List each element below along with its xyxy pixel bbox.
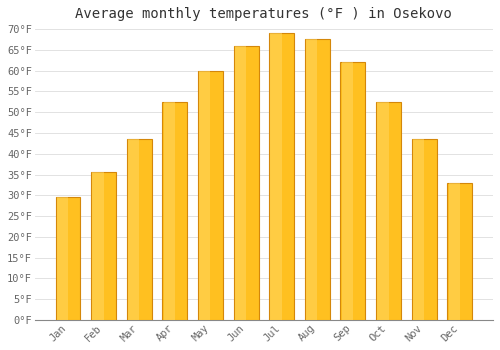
Bar (164, 102, 175, 320)
Bar (342, 62, 353, 320)
Bar (56, 197, 80, 320)
Bar (305, 40, 330, 320)
Bar (127, 139, 152, 320)
Bar (91, 173, 116, 320)
Bar (306, 40, 318, 320)
Bar (412, 139, 436, 320)
Bar (448, 183, 472, 320)
Bar (200, 71, 210, 320)
Bar (340, 62, 365, 320)
Bar (376, 102, 401, 320)
Bar (448, 183, 460, 320)
Title: Average monthly temperatures (°F ) in Osekovo: Average monthly temperatures (°F ) in Os… (76, 7, 452, 21)
Bar (269, 33, 294, 320)
Bar (162, 102, 188, 320)
Bar (92, 173, 104, 320)
Bar (270, 33, 281, 320)
Bar (378, 102, 388, 320)
Bar (57, 197, 68, 320)
Bar (128, 139, 139, 320)
Bar (235, 46, 246, 320)
Bar (413, 139, 424, 320)
Bar (198, 71, 223, 320)
Bar (234, 46, 258, 320)
